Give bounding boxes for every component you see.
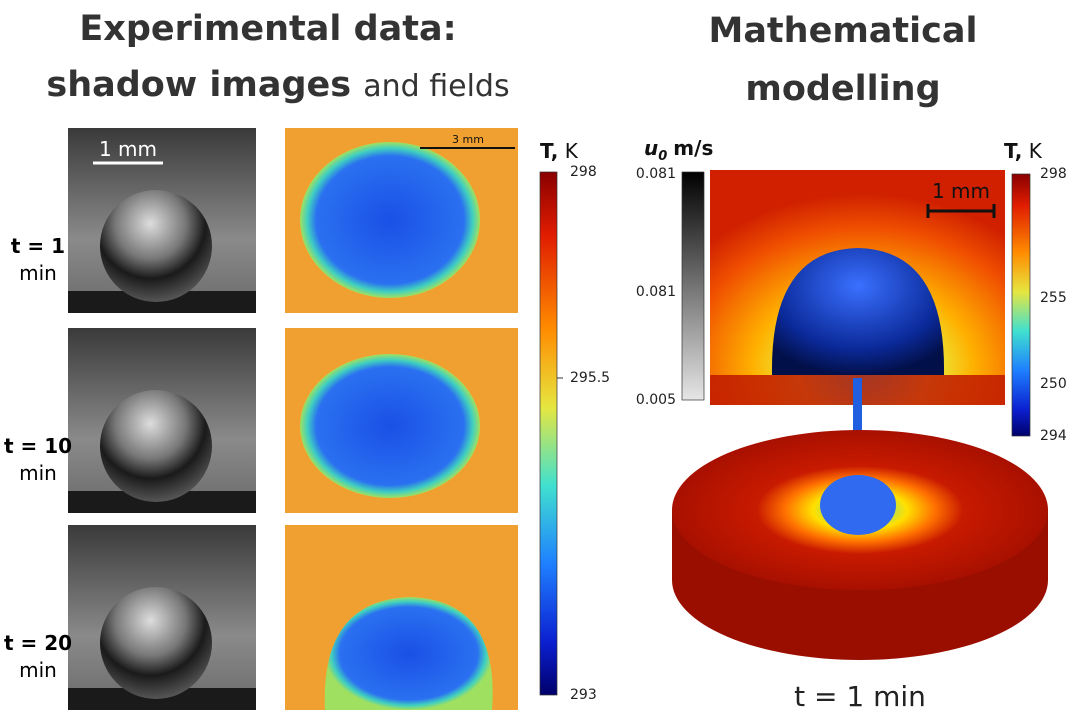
- field-scale-label: 3 mm: [452, 133, 484, 146]
- temperature-tick: 255: [1040, 290, 1067, 306]
- colorbar-tick: 293: [570, 687, 597, 703]
- cold-spot: [300, 142, 480, 298]
- velocity-tick: 0.005: [636, 392, 676, 408]
- model-caption: t = 1 min: [794, 680, 926, 710]
- time-label: t = 10: [4, 434, 72, 458]
- temperature-symbol: T,: [1004, 139, 1022, 163]
- velocity-symbol: u: [644, 136, 658, 160]
- colorbar: [540, 172, 557, 695]
- droplet: [100, 390, 212, 502]
- velocity-title: u0 m/s: [644, 136, 713, 164]
- subtitle-rest: and fields: [363, 69, 509, 104]
- velocity-colorbar: [682, 172, 704, 400]
- temperature-tick: 298: [1040, 166, 1067, 182]
- disk-droplet: [820, 475, 896, 535]
- temperature-tick: 250: [1040, 376, 1067, 392]
- time-unit: min: [19, 261, 57, 285]
- time-unit: min: [19, 461, 57, 485]
- scale-label: 1 mm: [932, 179, 990, 203]
- temperature-title: T, K: [1004, 139, 1043, 163]
- colorbar-title: T, K: [540, 139, 579, 163]
- colorbar-symbol: T,: [540, 139, 558, 163]
- subtitle-bold: shadow images: [46, 65, 351, 105]
- colorbar-tick: 295.5: [570, 370, 610, 386]
- temperature-unit: K: [1029, 139, 1043, 163]
- velocity-tick: 0.081: [636, 284, 676, 300]
- figure: Experimental data: shadow images and fie…: [0, 0, 1069, 710]
- experiment-rows: t = 1 min t = 10 min t = 20 min 1 mm 3 mm: [4, 128, 518, 710]
- velocity-tick: 0.081: [636, 166, 676, 182]
- colorbar-tick: 298: [570, 164, 597, 180]
- photo-scale-label: 1 mm: [99, 137, 157, 161]
- left-subtitle: shadow images and fields: [46, 65, 509, 105]
- time-unit: min: [19, 658, 57, 682]
- cold-spot: [300, 354, 480, 498]
- right-title-line2: modelling: [745, 69, 940, 109]
- droplet: [100, 190, 212, 302]
- time-label: t = 1: [11, 234, 65, 258]
- time-label: t = 20: [4, 631, 72, 655]
- droplet: [100, 587, 212, 699]
- velocity-unit: m/s: [673, 136, 713, 160]
- temperature-tick: 294: [1040, 428, 1067, 444]
- velocity-subscript: 0: [658, 149, 667, 164]
- right-title: Mathematical: [708, 11, 977, 51]
- temperature-colorbar: [1012, 174, 1030, 436]
- colorbar-unit: K: [565, 139, 579, 163]
- left-title: Experimental data:: [79, 9, 456, 49]
